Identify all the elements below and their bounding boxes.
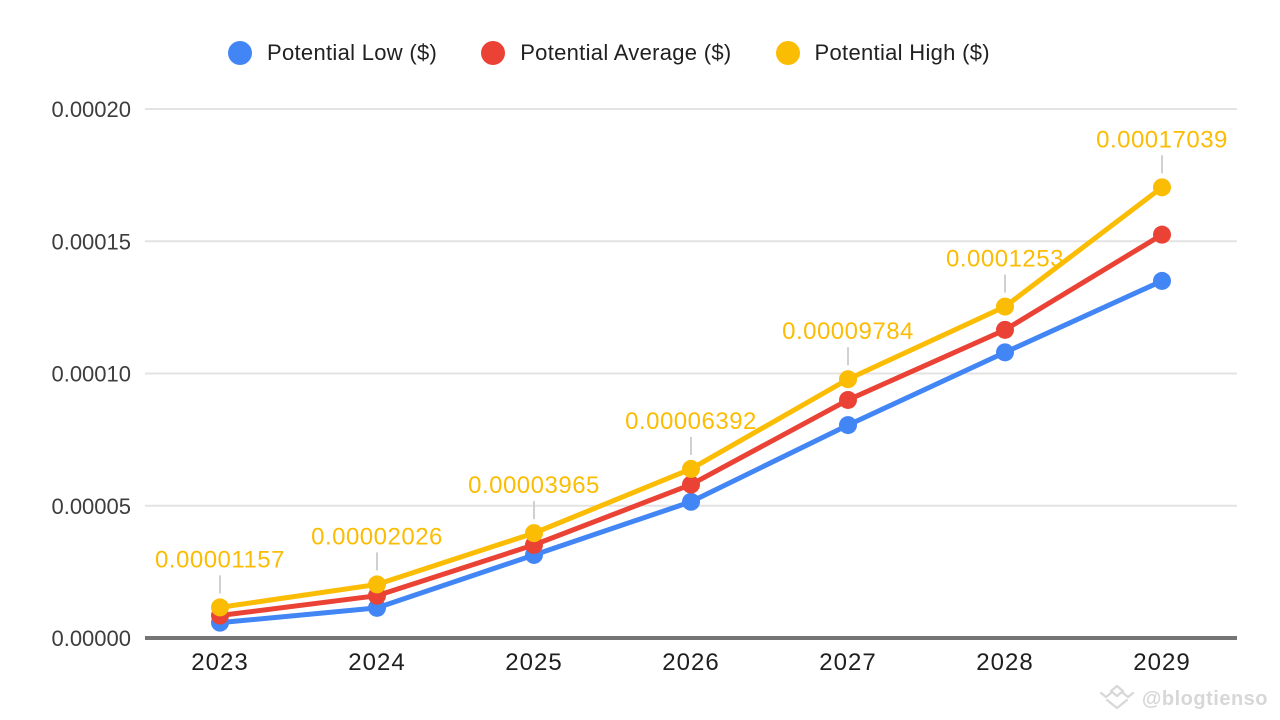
data-label: 0.00006392 — [625, 408, 757, 435]
y-axis-tick-label: 0.00000 — [51, 626, 131, 651]
data-point-potential-low — [682, 492, 700, 511]
legend-item-potential-low: Potential Low ($) — [228, 40, 437, 66]
data-point-potential-low — [839, 416, 857, 435]
y-axis-tick-label: 0.00020 — [51, 97, 131, 122]
chart-legend: Potential Low ($) Potential Average ($) … — [228, 40, 990, 66]
x-axis-tick-label: 2025 — [505, 649, 562, 676]
legend-label: Potential Average ($) — [520, 40, 732, 65]
legend-item-potential-high: Potential High ($) — [775, 40, 990, 66]
x-axis-tick-label: 2023 — [191, 649, 248, 676]
data-point-potential-high — [368, 575, 386, 594]
legend-dot-average-icon — [481, 41, 506, 65]
data-label: 0.00001157 — [155, 546, 285, 573]
layered-diamond-icon — [1099, 684, 1134, 710]
x-axis-tick-label: 2026 — [662, 649, 719, 676]
data-label: 0.00009784 — [782, 318, 914, 345]
data-point-potential-high — [996, 297, 1014, 316]
legend-label: Potential Low ($) — [267, 40, 438, 65]
data-label: 0.00003965 — [468, 472, 600, 499]
x-axis-tick-label: 2027 — [819, 649, 876, 676]
data-point-potential-average — [996, 320, 1014, 339]
data-point-potential-high — [839, 370, 857, 389]
y-axis-tick-label: 0.00010 — [51, 362, 131, 387]
data-label: 0.00017039 — [1096, 126, 1228, 153]
data-label: 0.0001253 — [946, 246, 1064, 273]
legend-label: Potential High ($) — [814, 40, 990, 65]
data-point-potential-high — [1153, 178, 1171, 197]
data-label: 0.00002026 — [311, 523, 443, 550]
watermark-handle: @blogtienso — [1141, 687, 1268, 710]
data-point-potential-average — [682, 475, 700, 494]
data-point-potential-high — [682, 459, 700, 478]
watermark: @blogtienso — [1098, 684, 1268, 714]
data-point-potential-average — [839, 390, 857, 409]
data-point-potential-low — [1153, 271, 1171, 290]
legend-dot-low-icon — [228, 41, 252, 65]
legend-dot-high-icon — [775, 41, 800, 65]
data-point-potential-average — [1153, 225, 1171, 244]
x-axis-tick-label: 2028 — [976, 649, 1033, 676]
data-point-potential-high — [211, 598, 229, 617]
y-axis-tick-label: 0.00005 — [51, 494, 131, 519]
data-point-potential-high — [525, 524, 543, 543]
x-axis-tick-label: 2029 — [1133, 649, 1190, 676]
y-axis-tick-label: 0.00015 — [51, 229, 131, 254]
x-axis-tick-label: 2024 — [348, 649, 405, 676]
data-point-potential-low — [996, 343, 1014, 362]
legend-item-potential-average: Potential Average ($) — [481, 40, 731, 66]
